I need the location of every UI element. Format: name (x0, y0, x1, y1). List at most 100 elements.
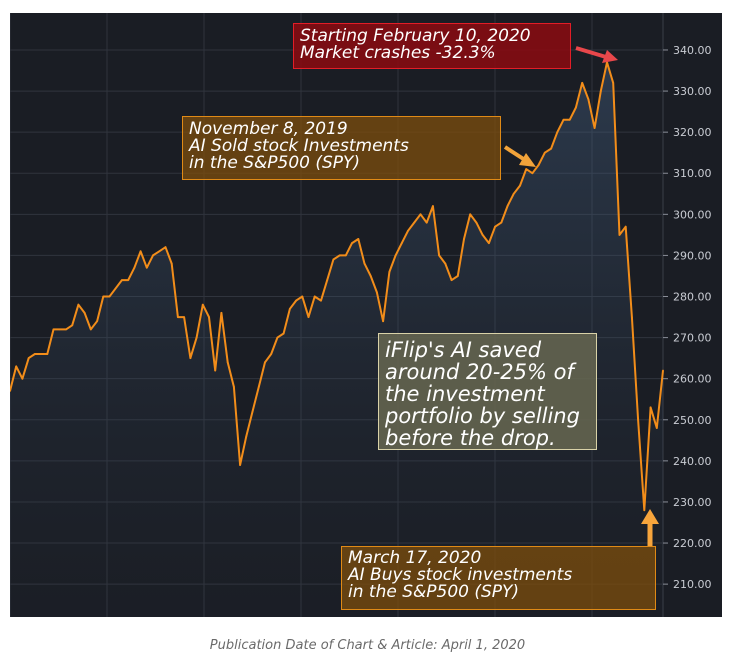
price-point (214, 369, 217, 372)
price-point (189, 357, 192, 359)
price-point (419, 213, 422, 216)
spy-price-chart: 340.00 330.00 320.00 310.00 300.00 290.00 280.… (9, 13, 722, 618)
y-tick-label: 210.00 (673, 578, 712, 591)
price-point (413, 221, 416, 224)
price-point (152, 254, 154, 257)
annotation-arrows (503, 46, 659, 546)
price-point (208, 316, 210, 318)
price-point (177, 316, 179, 318)
price-point (195, 336, 198, 339)
price-point (83, 312, 86, 314)
price-point (593, 127, 596, 129)
price-point (469, 213, 472, 216)
price-point (463, 238, 465, 240)
price-points-layer (9, 61, 664, 512)
price-point (164, 246, 167, 249)
price-point (9, 390, 11, 392)
price-point (233, 386, 235, 388)
price-point (46, 353, 49, 355)
buy-arrow (641, 509, 659, 546)
price-point (251, 410, 254, 413)
price-point (276, 336, 279, 339)
price-point (27, 357, 30, 359)
price-point (170, 262, 173, 265)
ai-sold-annotation: November 8, 2019 AI Sold stock Investmen… (182, 116, 501, 180)
market-crash-annotation: Starting February 10, 2020 Market crashe… (293, 23, 571, 69)
price-point (575, 106, 577, 109)
price-point (313, 295, 316, 298)
y-tick-label: 310.00 (673, 167, 712, 180)
y-tick-label: 240.00 (673, 455, 712, 468)
price-point (599, 90, 602, 92)
price-point (631, 316, 633, 318)
price-point (637, 418, 639, 421)
price-point (282, 332, 285, 335)
price-point (239, 464, 242, 466)
price-point (494, 225, 496, 228)
price-point (655, 427, 658, 429)
y-tick-label: 220.00 (673, 537, 712, 550)
price-point (295, 299, 297, 302)
sold-arrow (503, 145, 536, 167)
price-point (114, 287, 117, 290)
chart-canvas: 340.00 330.00 320.00 310.00 300.00 290.00 280.… (9, 13, 722, 618)
price-point (289, 307, 291, 310)
y-tick-label: 250.00 (673, 414, 712, 427)
y-tick-label: 340.00 (673, 44, 712, 57)
price-point (96, 320, 98, 323)
y-tick-label: 280.00 (673, 291, 712, 304)
price-point (127, 279, 130, 281)
price-point (612, 82, 615, 84)
price-point (363, 262, 366, 265)
price-area-layer (10, 62, 663, 618)
price-point (34, 353, 36, 355)
price-point (512, 192, 515, 195)
price-point (301, 295, 304, 298)
price-point (407, 229, 409, 232)
ai-saved-annotation: iFlip's AI saved around 20-25% of the in… (378, 333, 597, 450)
price-point (587, 98, 590, 101)
price-point (21, 377, 24, 380)
price-point (158, 250, 161, 253)
price-point (226, 361, 229, 364)
price-point (662, 369, 664, 372)
price-point (649, 406, 652, 409)
price-point (351, 242, 353, 245)
price-point (133, 266, 136, 269)
y-tick-label: 270.00 (673, 332, 712, 345)
price-point (65, 328, 67, 331)
price-point (71, 324, 74, 327)
price-point (500, 221, 503, 224)
price-point (338, 254, 341, 257)
publication-date-caption: Publication Date of Chart & Article: Apr… (209, 638, 526, 653)
price-point (568, 118, 571, 121)
price-point (581, 82, 584, 84)
price-point (531, 172, 534, 175)
crash-arrow (575, 46, 618, 63)
price-point (394, 254, 397, 257)
y-tick-label: 290.00 (673, 249, 712, 262)
price-point (307, 316, 310, 318)
price-point (624, 225, 627, 228)
price-point (40, 353, 42, 355)
y-tick-label: 300.00 (673, 208, 712, 221)
price-point (264, 361, 266, 364)
price-point (77, 303, 80, 306)
price-point (450, 279, 453, 281)
price-point (58, 328, 61, 331)
price-point (257, 386, 260, 388)
price-point (475, 221, 478, 224)
price-point (425, 221, 428, 224)
price-point (550, 147, 552, 150)
price-point (320, 299, 322, 302)
price-point (643, 509, 646, 512)
price-point (562, 118, 565, 121)
price-point (537, 164, 540, 166)
price-point (344, 254, 347, 257)
price-point (245, 435, 248, 438)
y-tick-label: 260.00 (673, 373, 712, 386)
price-point (438, 254, 440, 257)
price-point (201, 303, 204, 306)
price-point (388, 271, 391, 273)
ai-buys-annotation: March 17, 2020 AI Buys stock investments… (341, 546, 656, 610)
